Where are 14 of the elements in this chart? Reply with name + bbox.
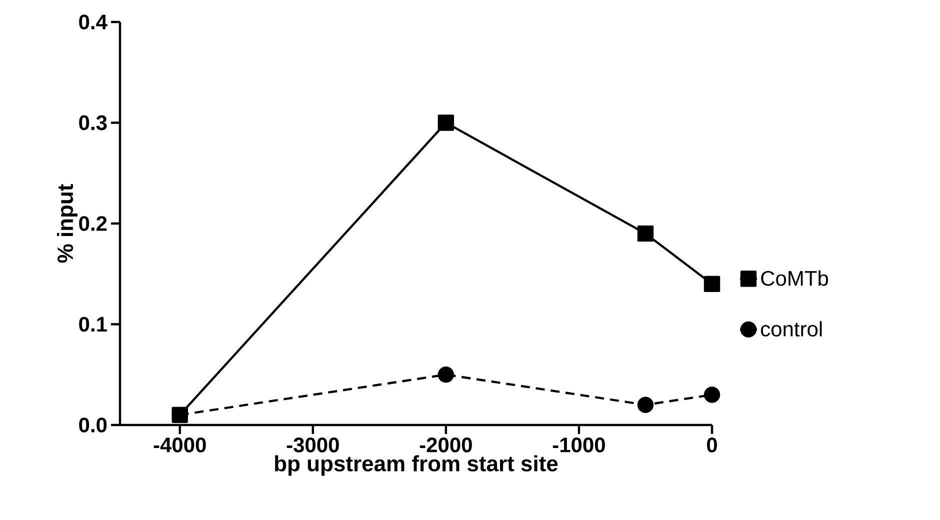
y-axis-title: % input xyxy=(56,184,78,263)
x-axis-title: bp upstream from start site xyxy=(275,455,558,476)
x-tick-label: 0 xyxy=(706,438,717,452)
y-tick-label: 0.2 xyxy=(79,216,107,231)
y-tick-label: 0.1 xyxy=(79,316,107,332)
legend-label: CoMTb xyxy=(761,270,828,286)
x-tick-label: -1000 xyxy=(552,438,605,452)
x-tick-label: -4000 xyxy=(154,438,206,452)
y-tick-label: 0.4 xyxy=(79,14,108,30)
y-tick-label: 0.0 xyxy=(79,418,107,432)
legend-label: control xyxy=(760,321,822,337)
y-tick-label: 0.3 xyxy=(79,115,107,130)
x-tick-label: -3000 xyxy=(286,438,339,452)
x-tick-label: -2000 xyxy=(420,438,472,452)
